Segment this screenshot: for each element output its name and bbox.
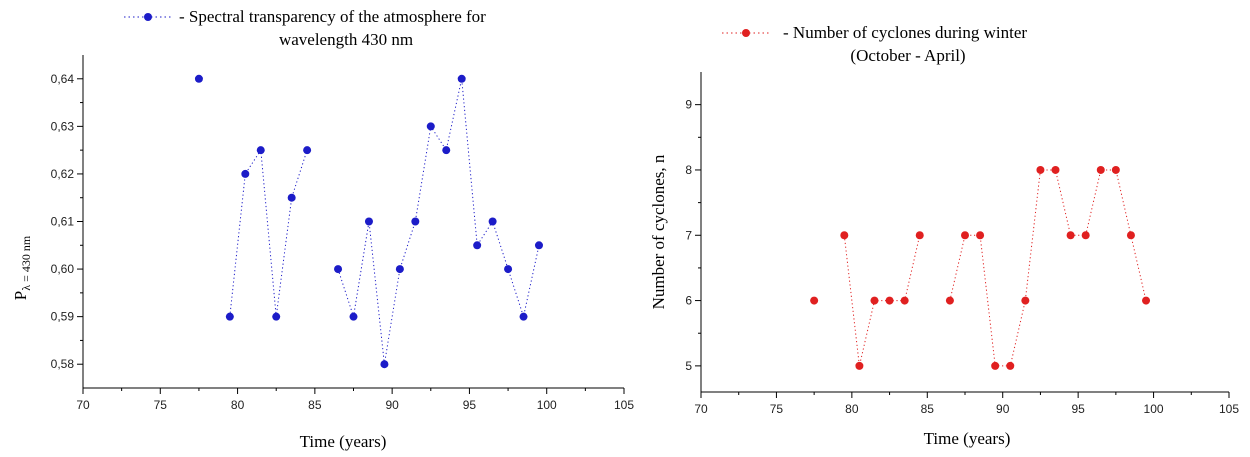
y-tick-label: 0,64 — [51, 72, 75, 86]
data-point — [488, 217, 497, 226]
data-point — [411, 217, 420, 226]
data-point — [334, 265, 343, 274]
chart-title-line2: (October - April) — [850, 46, 965, 65]
series-line — [949, 169, 1147, 367]
x-tick-label: 85 — [308, 398, 322, 412]
data-point — [1142, 296, 1151, 305]
y-axis-label: Number of cyclones, n — [649, 154, 668, 309]
y-tick-label: 0,59 — [51, 310, 75, 324]
x-tick-label: 105 — [1219, 402, 1239, 416]
data-point — [885, 296, 894, 305]
data-point — [349, 312, 358, 321]
data-point — [1051, 165, 1060, 174]
data-point — [1126, 231, 1135, 240]
data-point — [395, 265, 404, 274]
y-axis-label: Pλ = 430 nm — [11, 235, 33, 300]
x-tick-label: 90 — [385, 398, 399, 412]
data-point — [961, 231, 969, 240]
y-tick-label: 8 — [685, 163, 692, 177]
data-point — [426, 122, 435, 131]
data-point — [473, 241, 482, 250]
x-axis-label: Time (years) — [924, 429, 1011, 448]
y-tick-label: 0,60 — [51, 262, 75, 276]
data-point — [534, 241, 543, 250]
data-point — [991, 361, 1000, 370]
x-tick-label: 85 — [921, 402, 935, 416]
x-axis-label: Time (years) — [300, 432, 387, 451]
data-point — [840, 231, 849, 240]
data-point — [364, 217, 373, 226]
x-tick-label: 75 — [770, 402, 784, 416]
chart-title: - Number of cyclones during winter — [783, 23, 1027, 42]
series-line — [843, 235, 921, 367]
data-point — [1111, 165, 1120, 174]
y-tick-label: 0,61 — [51, 215, 75, 229]
x-tick-label: 95 — [463, 398, 477, 412]
data-point — [442, 146, 451, 155]
data-point — [1081, 231, 1090, 240]
data-point — [241, 169, 250, 178]
data-point — [380, 360, 389, 369]
x-tick-label: 70 — [694, 402, 708, 416]
x-tick-label: 100 — [537, 398, 557, 412]
x-tick-label: 95 — [1071, 402, 1085, 416]
x-tick-label: 70 — [76, 398, 90, 412]
series-line — [229, 148, 308, 317]
y-tick-label: 0,62 — [51, 167, 75, 181]
y-tick-label: 5 — [685, 359, 692, 373]
x-tick-label: 80 — [231, 398, 245, 412]
data-point — [976, 231, 985, 240]
y-tick-label: 6 — [685, 294, 692, 308]
data-point — [900, 296, 909, 305]
data-point — [519, 312, 528, 321]
y-tick-label: 7 — [685, 228, 692, 242]
data-point — [194, 74, 203, 83]
y-tick-label: 0,58 — [51, 357, 75, 371]
data-point — [810, 296, 819, 305]
chart-title-line2: wavelength 430 nm — [279, 30, 413, 49]
data-point — [915, 231, 924, 240]
y-tick-label: 9 — [685, 98, 692, 112]
data-point — [1066, 231, 1075, 240]
data-point — [303, 146, 312, 155]
legend-marker — [144, 13, 152, 21]
data-point — [1021, 296, 1030, 305]
x-tick-label: 80 — [845, 402, 859, 416]
data-point — [272, 312, 281, 321]
x-tick-label: 90 — [996, 402, 1010, 416]
x-tick-label: 75 — [154, 398, 168, 412]
data-point — [855, 361, 864, 370]
data-point — [457, 74, 466, 83]
series-line — [337, 78, 540, 365]
data-point — [504, 265, 513, 274]
data-point — [945, 296, 954, 305]
chart-title: - Spectral transparency of the atmospher… — [179, 7, 486, 26]
x-tick-label: 100 — [1144, 402, 1164, 416]
data-point — [256, 146, 265, 155]
data-point — [870, 296, 879, 305]
x-tick-label: 105 — [614, 398, 634, 412]
data-point — [1006, 361, 1015, 370]
data-point — [287, 193, 296, 202]
legend-marker — [742, 29, 750, 37]
data-point — [225, 312, 234, 321]
data-point — [1096, 165, 1105, 174]
data-point — [1036, 165, 1045, 174]
chart-1: 70 75 80 85 90 95 100 105 0,58 0,59 0,60 0,61 0,62 0,… — [11, 7, 634, 451]
y-tick-label: 0,63 — [51, 119, 75, 133]
